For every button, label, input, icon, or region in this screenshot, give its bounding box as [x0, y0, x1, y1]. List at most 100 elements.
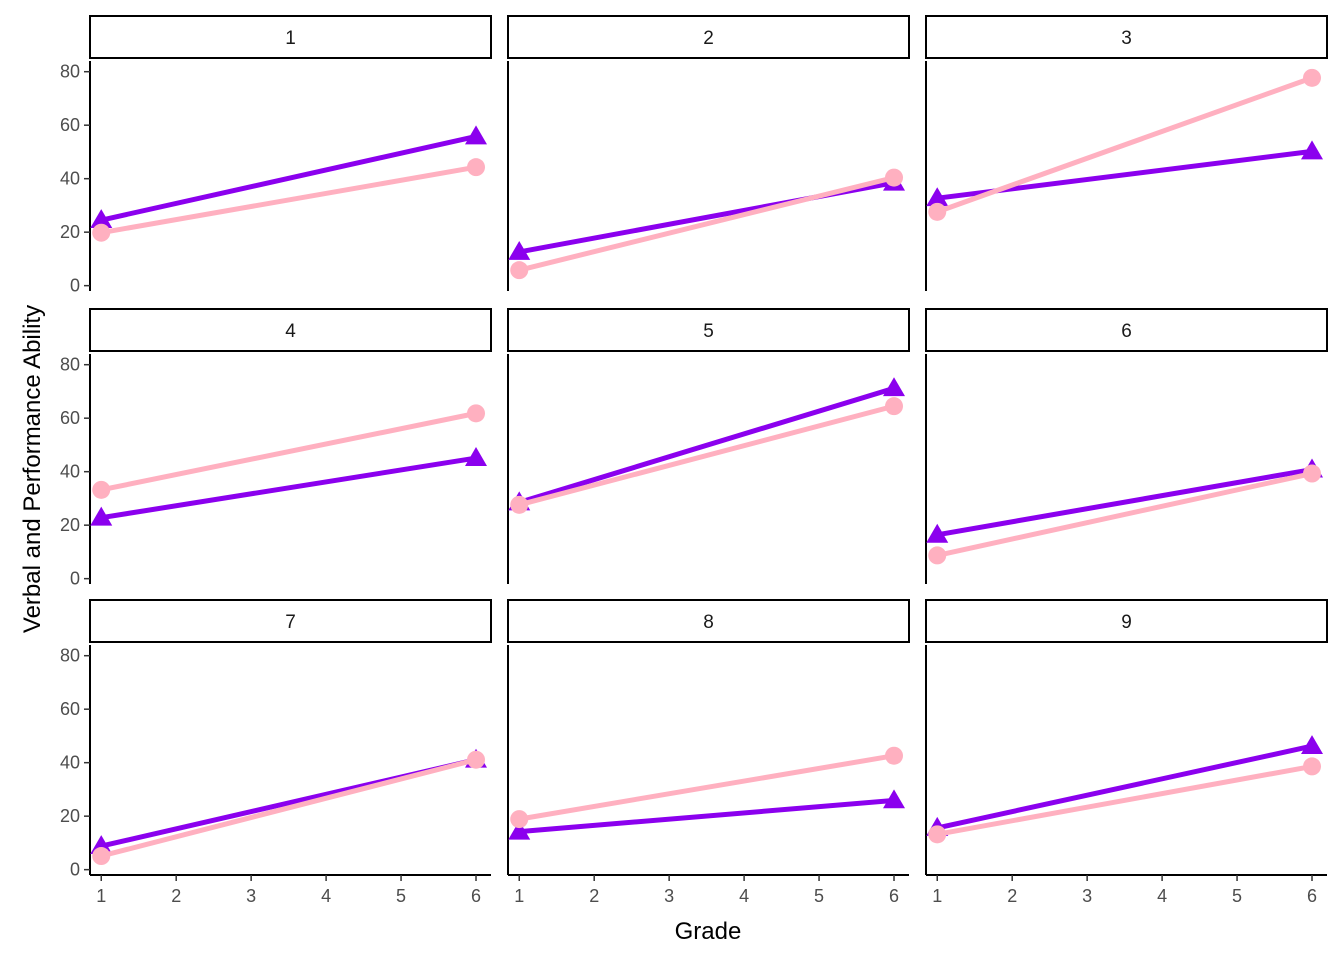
circle-point: [467, 404, 486, 423]
triangle-point: [1301, 735, 1324, 755]
facet-strip-label: 8: [703, 612, 714, 633]
circle-point: [1303, 68, 1322, 87]
circle-point: [467, 158, 486, 177]
series-line-circle: [100, 757, 477, 859]
series-line-triangle: [936, 743, 1313, 831]
series-line-circle: [100, 164, 477, 236]
x-tick-label: 6: [471, 886, 481, 906]
x-tick-label: 6: [1307, 886, 1317, 906]
triangle-point: [926, 523, 949, 543]
facet-strip-label: 1: [285, 28, 296, 49]
x-tick-label: 4: [321, 886, 331, 906]
facet-strip-label: 6: [1121, 321, 1132, 342]
series-line-circle: [518, 403, 895, 508]
circle-point: [510, 810, 529, 829]
x-tick-label: 5: [396, 886, 406, 906]
facet-strip: [89, 15, 492, 59]
facet-strip-label: 9: [1121, 612, 1132, 633]
series-line-triangle: [519, 797, 895, 835]
x-tick-label: 3: [1082, 886, 1092, 906]
y-tick-label: 20: [60, 515, 80, 535]
x-tick-label: 5: [1232, 886, 1242, 906]
facet-strip-label: 3: [1121, 28, 1132, 49]
y-tick-label: 0: [70, 569, 80, 589]
x-tick-label: 2: [171, 886, 181, 906]
circle-point: [510, 495, 529, 514]
circle-point: [1303, 757, 1322, 776]
facet-panel-7: 7 0 20 40 60 80 1 2 3 4 5 6: [60, 599, 492, 906]
circle-point: [467, 750, 486, 769]
triangle-point: [465, 125, 488, 145]
facet-strip: [925, 15, 1328, 59]
series-line-circle: [518, 175, 895, 273]
facet-strip: [925, 599, 1328, 643]
facet-strip: [507, 599, 910, 643]
series-line-circle: [936, 763, 1313, 837]
circle-point: [1303, 464, 1322, 483]
circle-point: [92, 223, 111, 242]
circle-point: [885, 397, 904, 416]
y-tick-label: 0: [70, 276, 80, 296]
x-tick-label: 1: [932, 886, 942, 906]
series-line-triangle: [518, 385, 895, 505]
triangle-point: [926, 187, 949, 207]
series-line-circle: [936, 75, 1313, 215]
x-tick-label: 4: [739, 886, 749, 906]
facet-panel-6: 6: [925, 308, 1328, 584]
circle-point: [928, 825, 947, 844]
x-axis-title: Grade: [675, 918, 742, 945]
facet-strip: [925, 308, 1328, 352]
y-tick-label: 20: [60, 806, 80, 826]
y-tick-label: 40: [60, 753, 80, 773]
circle-point: [885, 168, 904, 187]
facet-strip: [89, 308, 492, 352]
y-tick-label: 60: [60, 699, 80, 719]
x-tick-label: 5: [814, 886, 824, 906]
x-tick-label: 3: [246, 886, 256, 906]
series-line-triangle: [936, 467, 1313, 538]
circle-point: [928, 546, 947, 565]
facet-strip: [507, 15, 910, 59]
triangle-point: [883, 377, 906, 397]
triangle-point: [90, 209, 113, 229]
circle-point: [885, 746, 904, 765]
triangle-point: [883, 789, 906, 809]
triangle-point: [465, 447, 488, 466]
x-tick-label: 2: [589, 886, 599, 906]
circle-point: [510, 261, 529, 280]
circle-point: [92, 480, 111, 499]
series-line-circle: [518, 753, 895, 822]
y-tick-label: 80: [60, 355, 80, 375]
x-tick-label: 1: [96, 886, 106, 906]
series-line-circle: [100, 410, 477, 493]
y-tick-label: 0: [70, 860, 80, 880]
facet-panel-5: 5: [507, 308, 910, 584]
circle-point: [928, 202, 947, 221]
series-line-circle: [936, 471, 1313, 558]
y-tick-label: 80: [60, 646, 80, 666]
facet-panel-3: 3: [925, 15, 1328, 291]
x-tick-label: 6: [889, 886, 899, 906]
triangle-point: [508, 820, 531, 840]
x-tick-label: 4: [1157, 886, 1167, 906]
series-line-triangle: [100, 133, 477, 223]
facet-strip-label: 4: [285, 321, 296, 342]
x-tick-label: 2: [1007, 886, 1017, 906]
y-tick-label: 80: [60, 62, 80, 82]
facet-strip: [507, 308, 910, 352]
y-axis-title: Verbal and Performance Ability: [19, 305, 46, 633]
y-tick-label: 60: [60, 115, 80, 135]
facet-strip-label: 7: [285, 612, 296, 633]
circle-point: [92, 847, 111, 866]
y-tick-label: 60: [60, 408, 80, 428]
y-tick-label: 40: [60, 462, 80, 482]
x-tick-label: 3: [664, 886, 674, 906]
facet-panel-9: 9 1 2 3 4 5 6: [925, 599, 1328, 906]
y-tick-label: 20: [60, 222, 80, 242]
facet-panel-2: 2: [507, 15, 910, 291]
facet-strip: [89, 599, 492, 643]
x-tick-label: 1: [514, 886, 524, 906]
